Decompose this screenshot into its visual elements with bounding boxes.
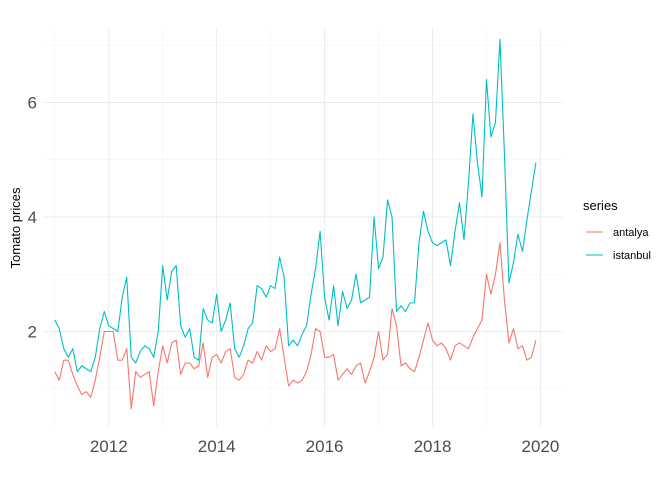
y-tick-label: 4 <box>28 208 37 227</box>
legend-title: series <box>583 198 618 213</box>
legend-label-antalya: antalya <box>613 227 649 239</box>
x-tick-label: 2016 <box>306 437 344 456</box>
legend-label-istanbul: istanbul <box>613 250 651 262</box>
y-axis-title: Tomato prices <box>8 187 23 268</box>
series-line-istanbul <box>54 38 537 373</box>
y-tick-label: 2 <box>28 323 37 342</box>
series-lines <box>54 38 537 410</box>
y-tick-label: 6 <box>28 93 37 112</box>
x-tick-label: 2012 <box>90 437 128 456</box>
x-tick-label: 2014 <box>198 437 236 456</box>
x-tick-label: 2018 <box>414 437 452 456</box>
grid <box>44 28 562 426</box>
legend-item-antalya: antalya <box>586 227 649 239</box>
x-tick-label: 2020 <box>522 437 560 456</box>
y-axis-ticks: 2 4 6 <box>28 93 37 341</box>
legend-item-istanbul: istanbul <box>586 250 651 262</box>
legend-items: antalya istanbul <box>586 227 651 262</box>
series-line-antalya <box>54 242 537 410</box>
x-axis-ticks: 2012 2014 2016 2018 2020 <box>90 437 559 456</box>
legend: series antalya istanbul <box>583 198 651 262</box>
